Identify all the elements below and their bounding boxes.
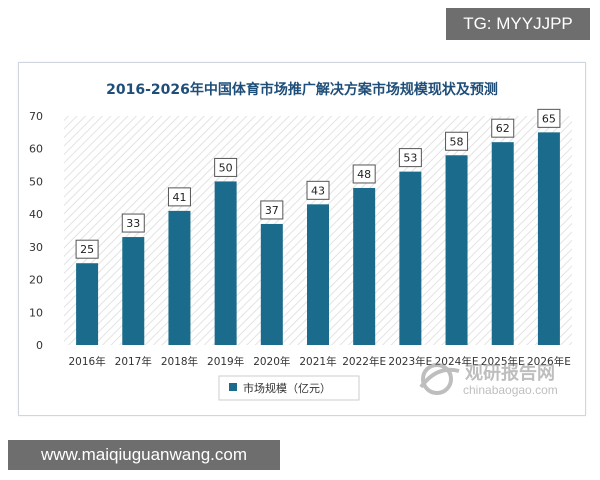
data-label-box <box>306 180 330 200</box>
y-tick-label: 40 <box>29 208 43 221</box>
data-label-box <box>537 108 561 128</box>
bar <box>491 142 514 345</box>
bar <box>307 204 329 345</box>
url-badge: www.maiqiuguanwang.com <box>8 440 280 470</box>
bar-chart: 0 10 20 30 40 50 60 70 25 33 41 50 37 43 48 53 58 62 65 2… <box>29 108 572 401</box>
y-tick-label: 0 <box>36 339 43 352</box>
x-tick-label: 2016年 <box>68 355 105 368</box>
bar <box>353 187 376 345</box>
data-label: 50 <box>219 161 233 174</box>
bar <box>214 181 237 345</box>
bar <box>76 263 99 345</box>
x-tick-label: 2021年 <box>299 355 336 368</box>
data-label-box <box>75 239 99 259</box>
x-tick-label: 2017年 <box>115 355 152 368</box>
watermark-en-text: chinabaogao.com <box>463 383 558 397</box>
y-tick-label: 50 <box>29 175 43 188</box>
bar <box>122 237 145 345</box>
data-label: 37 <box>265 204 279 217</box>
chart-panel: 2016-2026年中国体育市场推广解决方案市场规模现状及预测 0 10 20 30 4… <box>18 62 586 416</box>
y-tick-label: 70 <box>29 110 43 123</box>
data-label-box <box>352 164 376 184</box>
data-label-box <box>445 131 469 151</box>
legend-box <box>218 375 360 401</box>
y-tick-label: 30 <box>29 241 43 254</box>
data-label: 53 <box>403 152 417 165</box>
x-tick-label: 2022年E <box>342 355 386 368</box>
data-label-box <box>398 148 422 168</box>
data-label-box <box>214 157 238 177</box>
data-label: 25 <box>80 243 94 256</box>
data-label-box <box>167 187 191 207</box>
data-label: 65 <box>542 112 556 125</box>
bar <box>260 223 283 345</box>
data-label: 58 <box>450 135 464 148</box>
x-tick-label: 2024年E <box>435 355 479 368</box>
legend-swatch <box>229 383 237 391</box>
bar <box>445 155 468 345</box>
data-label-box <box>121 213 145 233</box>
x-tick-label: 2019年 <box>207 355 244 368</box>
y-tick-label: 20 <box>29 274 43 287</box>
data-label-box <box>491 118 515 138</box>
data-label: 33 <box>126 217 140 230</box>
x-tick-label: 2020年 <box>253 355 290 368</box>
watermark-cn-text: 观研报告网 <box>465 363 555 384</box>
data-label-box <box>260 200 284 220</box>
x-tick-label: 2018年 <box>161 355 198 368</box>
data-label: 43 <box>311 184 325 197</box>
bar <box>399 171 422 345</box>
tg-badge: TG: MYYJJPP <box>446 8 590 40</box>
data-label: 62 <box>496 122 510 135</box>
bar <box>168 210 191 345</box>
x-tick-label: 2026年E <box>527 355 571 368</box>
data-label: 48 <box>357 168 371 181</box>
watermark-logo: 观研报告网 chinabaogao.com <box>417 357 567 403</box>
y-tick-label: 10 <box>29 306 43 319</box>
data-label: 41 <box>172 191 186 204</box>
x-tick-label: 2023年E <box>388 355 432 368</box>
x-tick-label: 2025年E <box>481 355 525 368</box>
globe-swoosh-icon <box>419 363 460 395</box>
legend-label: 市场规模（亿元） <box>243 381 331 395</box>
y-tick-label: 60 <box>29 143 43 156</box>
bar <box>537 132 560 345</box>
chart-title: 2016-2026年中国体育市场推广解决方案市场规模现状及预测 <box>106 82 498 98</box>
